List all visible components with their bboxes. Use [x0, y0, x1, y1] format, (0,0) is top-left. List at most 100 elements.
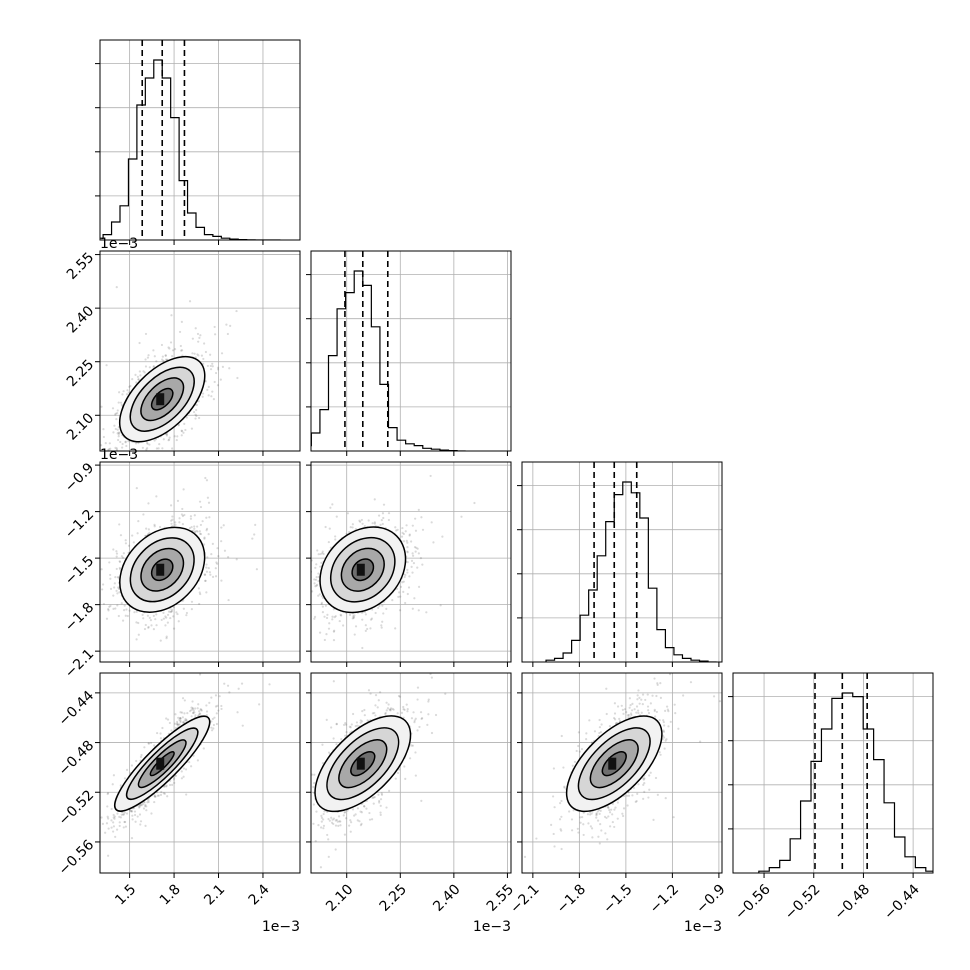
sample-point — [143, 801, 146, 804]
sample-point — [108, 605, 111, 608]
sample-point — [404, 530, 407, 533]
sample-point — [198, 713, 201, 717]
sample-point — [199, 532, 202, 535]
sample-point — [115, 552, 119, 555]
sample-point — [228, 367, 231, 370]
density-peak — [156, 393, 165, 406]
sample-point — [183, 513, 186, 517]
sample-point — [129, 384, 132, 388]
sample-point — [44, 588, 46, 590]
sample-point — [124, 441, 127, 444]
sample-point — [353, 614, 356, 617]
sample-point — [412, 562, 416, 565]
sample-point — [182, 431, 185, 434]
hist-panel-2 — [517, 461, 723, 667]
sample-point — [148, 443, 151, 446]
sample-point — [425, 611, 428, 614]
sample-point — [58, 631, 60, 633]
sample-point — [211, 362, 214, 365]
sample-point — [101, 588, 104, 591]
sample-point — [214, 371, 218, 375]
sample-point — [137, 621, 140, 625]
sample-point — [114, 607, 117, 610]
sample-point — [402, 540, 406, 543]
y-tick-label: 2.40 — [64, 303, 97, 336]
sample-point — [306, 614, 308, 616]
sample-point — [349, 526, 352, 529]
sample-point — [211, 575, 215, 578]
sample-point — [320, 561, 323, 564]
sample-point — [176, 499, 180, 502]
sample-point — [122, 609, 126, 612]
sample-point — [399, 595, 402, 598]
sample-point — [116, 409, 119, 412]
sample-point — [115, 555, 118, 558]
sample-point — [205, 704, 208, 707]
sample-point — [332, 639, 336, 642]
sample-point — [190, 715, 193, 718]
sample-point — [158, 525, 162, 529]
sample-point — [203, 573, 206, 576]
sample-point — [161, 726, 164, 730]
sample-point — [107, 609, 110, 612]
sample-point — [147, 626, 150, 629]
sample-point — [89, 830, 91, 832]
sample-point — [115, 550, 118, 553]
sample-point — [111, 407, 115, 410]
sample-point — [195, 408, 198, 412]
sample-point — [143, 371, 146, 374]
sample-point — [191, 707, 194, 710]
sample-point — [116, 575, 120, 579]
sample-point — [170, 729, 173, 732]
sample-point — [69, 507, 71, 509]
sample-point — [381, 522, 384, 526]
sample-point — [199, 592, 202, 596]
sample-point — [162, 438, 165, 441]
sample-point — [416, 547, 419, 550]
sample-point — [319, 552, 322, 556]
sample-point — [120, 602, 123, 605]
sample-point — [108, 442, 111, 445]
sample-point — [220, 352, 224, 355]
sample-point — [338, 619, 341, 623]
sample-point — [177, 620, 180, 623]
sample-point — [229, 324, 232, 327]
sample-point — [198, 416, 201, 420]
sample-point — [206, 496, 210, 499]
sample-point — [134, 442, 138, 445]
sample-point — [176, 612, 179, 616]
sample-point — [144, 358, 147, 361]
sample-point — [109, 604, 112, 607]
sample-point — [210, 553, 213, 556]
sample-point — [254, 523, 257, 527]
sample-point — [158, 443, 161, 446]
sample-point — [122, 390, 125, 393]
sample-point — [441, 535, 444, 538]
y-offset-label: 1e−3 — [100, 447, 138, 463]
sample-point — [411, 552, 414, 555]
sample-point — [183, 719, 186, 722]
sample-point — [116, 592, 119, 595]
sample-point — [118, 560, 122, 563]
sample-point — [221, 365, 225, 368]
sample-point — [208, 516, 211, 519]
sample-point — [155, 447, 158, 450]
sample-point — [146, 614, 150, 617]
sample-point — [190, 427, 194, 430]
sample-point — [314, 566, 317, 569]
sample-point — [115, 417, 118, 421]
sample-point — [387, 518, 390, 522]
sample-point — [189, 679, 191, 681]
sample-point — [186, 712, 189, 715]
sample-point — [406, 571, 409, 574]
sample-point — [194, 714, 197, 717]
sample-point — [346, 512, 350, 515]
sample-point — [220, 707, 223, 711]
sample-point — [199, 505, 203, 509]
sample-point — [395, 587, 399, 590]
sample-point — [227, 556, 230, 559]
sample-point — [178, 521, 181, 524]
sample-point — [178, 723, 181, 726]
sample-point — [100, 568, 103, 571]
